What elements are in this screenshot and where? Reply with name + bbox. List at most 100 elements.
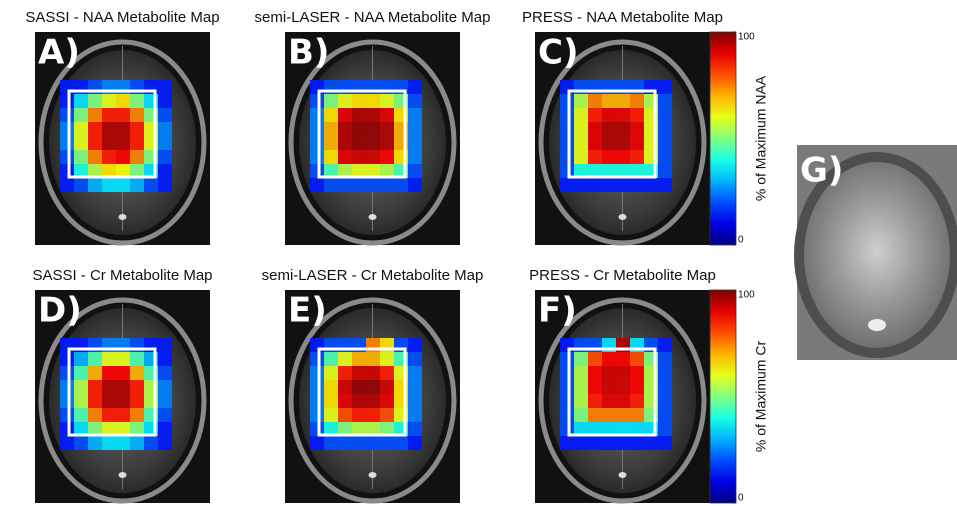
heatmap-cell — [74, 150, 88, 164]
heatmap-cell — [602, 352, 616, 366]
heatmap-cell — [658, 164, 672, 178]
panel: PRESS - NAA Metabolite MapC) — [522, 9, 723, 245]
heatmap-cell — [630, 366, 644, 380]
heatmap-cell — [144, 436, 158, 450]
colorbar-tick-label: 100 — [738, 290, 755, 301]
colorbar-tick-label: 0 — [738, 493, 744, 504]
heatmap-cell — [616, 380, 630, 394]
heatmap-cell — [60, 408, 74, 422]
heatmap-cell — [324, 394, 338, 408]
heatmap-cell — [74, 380, 88, 394]
heatmap-cell — [644, 178, 658, 192]
heatmap-cell — [658, 408, 672, 422]
heatmap-cell — [380, 352, 394, 366]
heatmap-cell — [366, 380, 380, 394]
heatmap-cell — [616, 436, 630, 450]
heatmap-cell — [352, 122, 366, 136]
heatmap-cell — [130, 366, 144, 380]
heatmap-cell — [658, 366, 672, 380]
heatmap-cell — [394, 178, 408, 192]
heatmap-cell — [310, 122, 324, 136]
heatmap-cell — [616, 408, 630, 422]
heatmap-cell — [60, 108, 74, 122]
colorbar: 0100% of Maximum Cr — [710, 290, 769, 504]
heatmap-cell — [366, 94, 380, 108]
panel-title: SASSI - Cr Metabolite Map — [32, 267, 212, 284]
heatmap-cell — [602, 136, 616, 150]
heatmap-cell — [560, 352, 574, 366]
heatmap-cell — [352, 108, 366, 122]
heatmap-cell — [658, 94, 672, 108]
heatmap-cell — [74, 108, 88, 122]
heatmap-cell — [158, 122, 172, 136]
heatmap-cell — [658, 136, 672, 150]
heatmap-cell — [60, 436, 74, 450]
heatmap-cell — [88, 150, 102, 164]
heatmap-cell — [130, 178, 144, 192]
heatmap-cell — [158, 94, 172, 108]
heatmap-cell — [588, 94, 602, 108]
heatmap-cell — [380, 122, 394, 136]
heatmap-cell — [158, 352, 172, 366]
heatmap-cell — [338, 136, 352, 150]
heatmap-cell — [616, 178, 630, 192]
panel: SASSI - Cr Metabolite Map D) — [32, 267, 212, 503]
heatmap-cell — [408, 80, 422, 94]
heatmap-cell — [352, 94, 366, 108]
heatmap-cell — [158, 150, 172, 164]
heatmap-cell — [366, 108, 380, 122]
heatmap-cell — [130, 436, 144, 450]
panel-title: SASSI - NAA Metabolite Map — [25, 9, 219, 26]
heatmap-cell — [338, 408, 352, 422]
heatmap-cell — [658, 80, 672, 94]
heatmap-cell — [380, 394, 394, 408]
heatmap-cell — [616, 108, 630, 122]
heatmap-cell — [560, 108, 574, 122]
heatmap-cell — [574, 178, 588, 192]
heatmap-cell — [380, 366, 394, 380]
heatmap-cell — [116, 352, 130, 366]
heatmap-cell — [366, 150, 380, 164]
heatmap-cell — [116, 150, 130, 164]
heatmap-cell — [338, 366, 352, 380]
heatmap-cell — [588, 178, 602, 192]
heatmap-cell — [560, 436, 574, 450]
heatmap-cell — [324, 178, 338, 192]
panel: semi-LASER - NAA Metabolite MapB) — [255, 9, 491, 245]
heatmap-cell — [408, 338, 422, 352]
heatmap-cell — [338, 352, 352, 366]
heatmap-cell — [658, 352, 672, 366]
heatmap-cell — [130, 94, 144, 108]
heatmap-cell — [116, 408, 130, 422]
heatmap-cell — [588, 366, 602, 380]
panel-letter: G) — [800, 151, 843, 191]
inset-panel: G) — [797, 145, 957, 360]
heatmap-cell — [574, 352, 588, 366]
heatmap-cell — [352, 150, 366, 164]
heatmap-cell — [60, 178, 74, 192]
heatmap-cell — [102, 136, 116, 150]
heatmap-cell — [366, 136, 380, 150]
heatmap-cell — [380, 108, 394, 122]
colorbar-tick-label: 0 — [738, 235, 744, 246]
heatmap-cell — [574, 94, 588, 108]
mri-spot — [369, 472, 377, 478]
heatmap-cell — [380, 94, 394, 108]
heatmap-cell — [74, 394, 88, 408]
heatmap-cell — [602, 436, 616, 450]
heatmap-cell — [630, 436, 644, 450]
heatmap-cell — [60, 352, 74, 366]
heatmap-cell — [630, 380, 644, 394]
heatmap-cell — [630, 108, 644, 122]
heatmap-cell — [588, 380, 602, 394]
heatmap-cell — [588, 136, 602, 150]
colorbar-tick-label: 100 — [738, 32, 755, 43]
mri-spot — [369, 214, 377, 220]
heatmap-cell — [658, 122, 672, 136]
heatmap-cell — [116, 366, 130, 380]
heatmap-cell — [324, 380, 338, 394]
heatmap-cell — [630, 408, 644, 422]
panel-letter: D) — [38, 291, 82, 331]
